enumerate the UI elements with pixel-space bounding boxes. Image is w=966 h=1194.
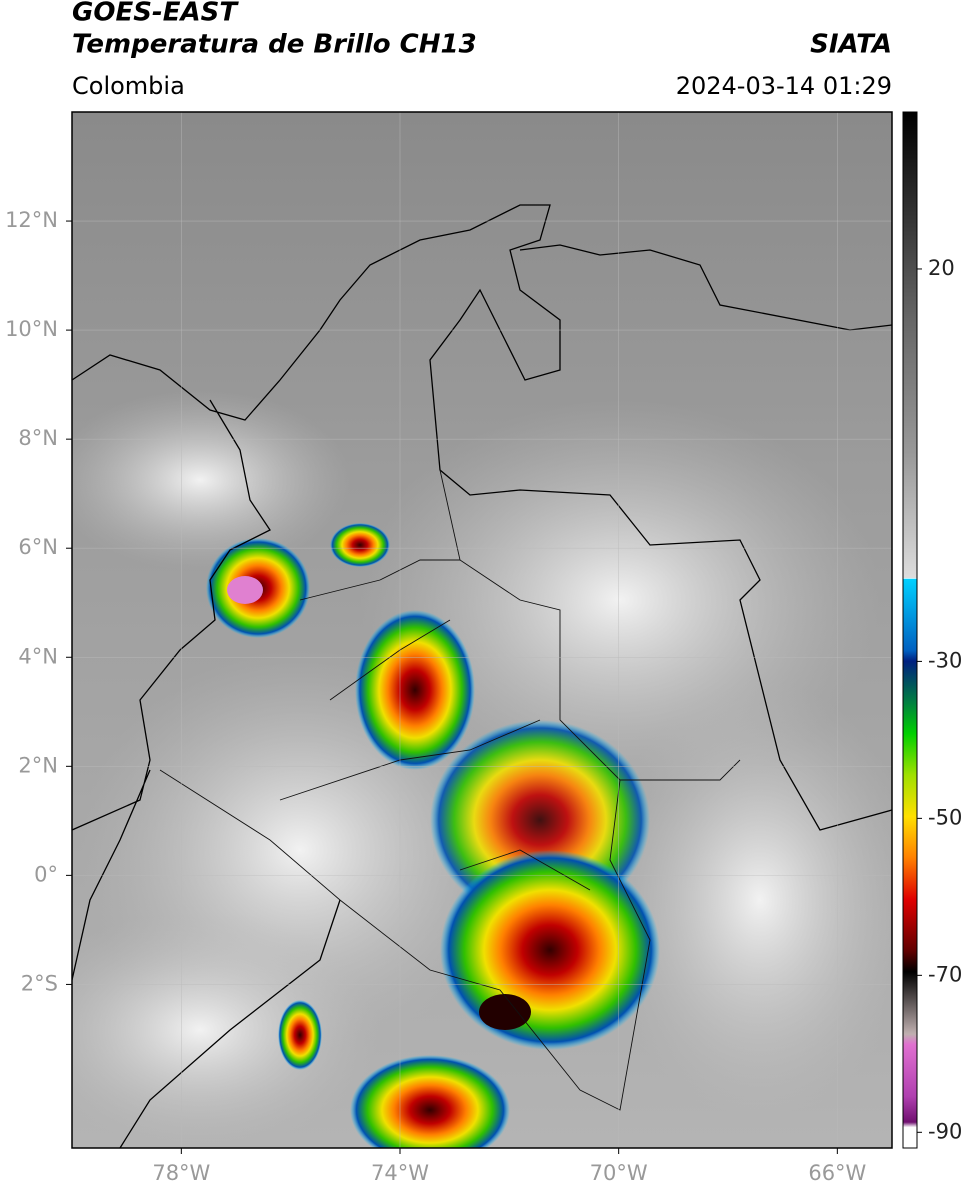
cloud	[72, 910, 380, 1148]
satellite-image	[72, 112, 892, 1148]
storm	[440, 850, 660, 1050]
colorbar-label: 20	[928, 256, 955, 280]
cloud	[600, 680, 892, 1120]
storm-core	[227, 576, 263, 604]
colorbar-label: -30	[928, 648, 962, 672]
y-tick-label: 8°N	[18, 426, 58, 450]
region: Colombia	[72, 72, 185, 100]
colorbar	[902, 111, 918, 1149]
x-tick-label: 78°W	[152, 1161, 210, 1185]
colorbar-label: -50	[928, 805, 962, 829]
y-tick-label: 0°	[34, 862, 58, 886]
storm	[330, 523, 390, 567]
y-tick-label: 2°S	[21, 971, 58, 995]
y-tick-label: 2°N	[18, 753, 58, 777]
y-tick-label: 6°N	[18, 535, 58, 559]
grid	[72, 112, 892, 1148]
cloud	[72, 390, 350, 570]
colorbar-label: -70	[928, 962, 962, 986]
x-tick-label: 74°W	[371, 1161, 429, 1185]
map-frame	[71, 111, 893, 1149]
y-tick-label: 4°N	[18, 644, 58, 668]
storm	[278, 1000, 322, 1070]
satellite: GOES-EAST	[72, 0, 239, 28]
datetime: 2024-03-14 01:29	[676, 72, 892, 100]
x-tick-label: 70°W	[590, 1161, 648, 1185]
y-tick-label: 10°N	[5, 317, 58, 341]
storm	[355, 610, 475, 770]
x-tick-label: 66°W	[808, 1161, 866, 1185]
product: Temperatura de Brillo CH13	[72, 30, 477, 60]
source: SIATA	[810, 30, 892, 60]
y-tick-label: 12°N	[5, 208, 58, 232]
colorbar-label: -90	[928, 1119, 962, 1143]
coastline-borders	[72, 204, 892, 1148]
storm-core	[479, 994, 531, 1030]
storm	[350, 1055, 510, 1148]
